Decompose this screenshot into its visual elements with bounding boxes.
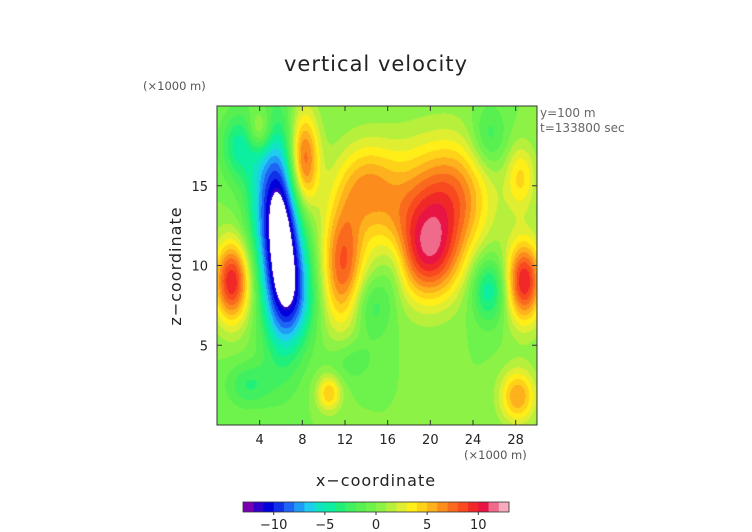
colorbar-swatch xyxy=(416,502,428,512)
colorbar-swatch xyxy=(447,502,459,512)
colorbar-swatch xyxy=(437,502,449,512)
colorbar-swatch xyxy=(335,502,346,512)
colorbar-tick-label: −10 xyxy=(260,518,287,532)
annotation-y: y=100 m xyxy=(540,106,596,120)
colorbar-swatch xyxy=(355,502,367,512)
colorbar-swatch xyxy=(283,502,295,512)
x-tick-label: 28 xyxy=(507,433,524,448)
colorbar-swatch xyxy=(427,502,438,512)
colorbar-tick-label: 5 xyxy=(423,518,431,532)
colorbar-swatch xyxy=(376,502,387,512)
colorbar-swatch xyxy=(294,502,305,512)
y-axis-label: z−coordinate xyxy=(166,206,185,325)
velocity-field xyxy=(217,106,537,425)
colorbar-tick-label: 0 xyxy=(372,518,380,532)
x-axis-ticks: 4 8 12 16 20 24 28 xyxy=(256,106,524,448)
y-unit-label: (×1000 m) xyxy=(143,79,206,93)
colorbar-swatch xyxy=(253,502,264,512)
colorbar-tick-label: −5 xyxy=(315,518,334,532)
colorbar-swatch xyxy=(488,502,500,512)
x-unit-label: (×1000 m) xyxy=(464,448,527,462)
colorbar-swatch xyxy=(478,502,490,512)
colorbar-swatch xyxy=(386,502,397,512)
x-tick-label: 12 xyxy=(337,433,354,448)
chart-title: vertical velocity xyxy=(284,52,468,76)
colorbar-swatch xyxy=(406,502,418,512)
colorbar-swatch xyxy=(263,502,275,512)
y-axis-ticks: 5 10 15 xyxy=(191,180,537,354)
colorbar-ticks: −10 −5 0 5 10 xyxy=(260,512,487,532)
colorbar-swatch xyxy=(365,502,377,512)
x-tick-label: 20 xyxy=(422,433,439,448)
x-tick-label: 16 xyxy=(379,433,396,448)
colorbar xyxy=(242,501,510,513)
x-tick-label: 8 xyxy=(298,433,306,448)
y-tick-label: 15 xyxy=(191,180,208,195)
x-tick-label: 4 xyxy=(256,433,264,448)
y-tick-label: 5 xyxy=(200,339,208,354)
colorbar-swatch xyxy=(273,502,285,512)
colorbar-swatch xyxy=(498,502,510,512)
colorbar-tick-label: 10 xyxy=(470,518,487,532)
colorbar-swatch xyxy=(314,502,326,512)
colorbar-swatch xyxy=(345,502,357,512)
colorbar-swatch xyxy=(457,502,469,512)
colorbar-swatch xyxy=(243,502,254,512)
colorbar-swatch xyxy=(396,502,408,512)
x-axis-label: x−coordinate xyxy=(316,471,436,490)
colorbar-swatch xyxy=(324,502,336,512)
y-tick-label: 10 xyxy=(191,260,208,275)
heatmap-image xyxy=(217,106,537,425)
annotation-time: t=133800 sec xyxy=(540,121,625,135)
colorbar-swatch xyxy=(304,502,316,512)
colorbar-swatch xyxy=(468,502,479,512)
x-tick-label: 24 xyxy=(465,433,482,448)
